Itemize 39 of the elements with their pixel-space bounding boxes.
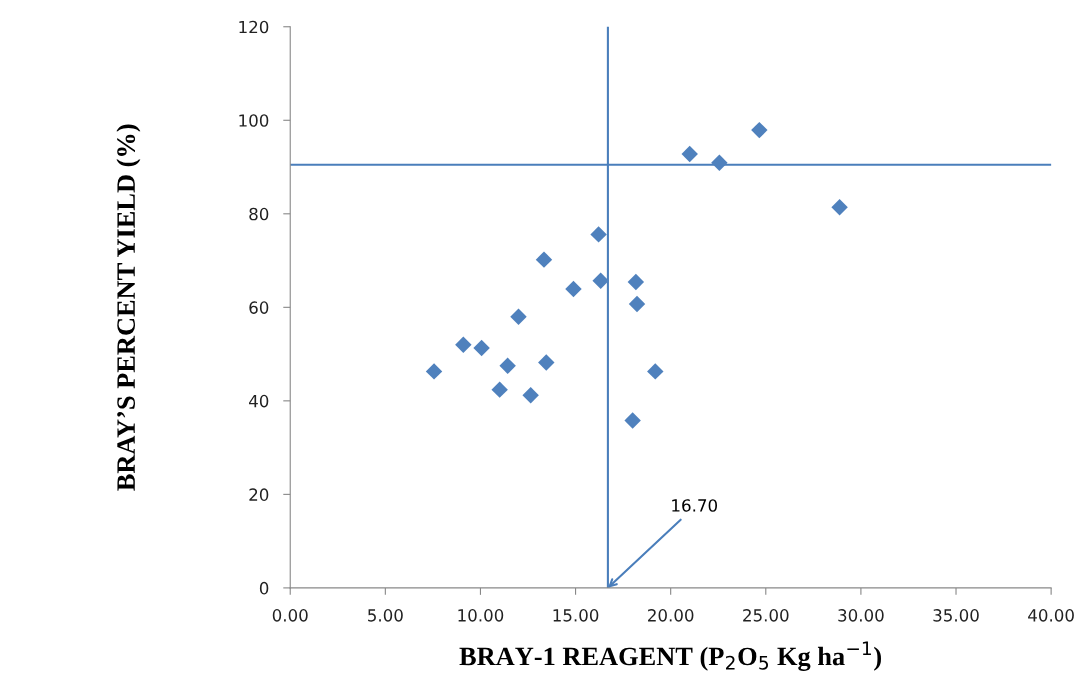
point	[831, 199, 848, 216]
point	[499, 357, 516, 374]
x-tick-label: 15.00	[553, 609, 599, 622]
point	[624, 412, 641, 429]
point	[491, 381, 508, 398]
point	[681, 145, 698, 163]
x-tick-label: 0.00	[272, 609, 308, 622]
point	[455, 336, 472, 353]
point	[565, 280, 582, 298]
y-axis-title: BRAY’S PERCENT YIELD (%)	[116, 124, 141, 491]
point	[647, 363, 664, 380]
y-tick-label: 100	[239, 114, 269, 127]
y-tick-label: 120	[239, 20, 269, 34]
x-tick-label: 30.00	[838, 609, 884, 622]
point	[590, 226, 607, 243]
x-tick-label: 10.00	[458, 609, 504, 622]
x-axis-title: BRAY-1 REAGENT (P$_{2}$O$_{5}$ Kg ha$^{−1}$)	[459, 641, 881, 671]
y-tick-label: 20	[249, 488, 269, 501]
point	[535, 251, 553, 268]
y-tick-label: 0	[259, 581, 269, 595]
x-tick-label: 5.00	[368, 609, 403, 622]
point	[522, 387, 539, 404]
annotation: 16.70	[672, 499, 718, 512]
point	[628, 295, 646, 313]
point	[751, 121, 768, 139]
point	[538, 354, 555, 371]
x-tick-label: 40.00	[1028, 609, 1074, 622]
point	[473, 339, 490, 357]
point	[627, 273, 645, 291]
y-tick-label: 80	[249, 207, 269, 221]
y-tick-label: 60	[249, 301, 269, 314]
point	[711, 154, 728, 172]
point	[510, 308, 527, 325]
x-tick-label: 35.00	[933, 609, 979, 622]
x-tick-label: 25.00	[743, 609, 789, 622]
y-tick-label: 40	[249, 394, 269, 408]
point	[425, 363, 443, 380]
x-tick-label: 20.00	[648, 609, 694, 622]
point	[592, 272, 609, 289]
